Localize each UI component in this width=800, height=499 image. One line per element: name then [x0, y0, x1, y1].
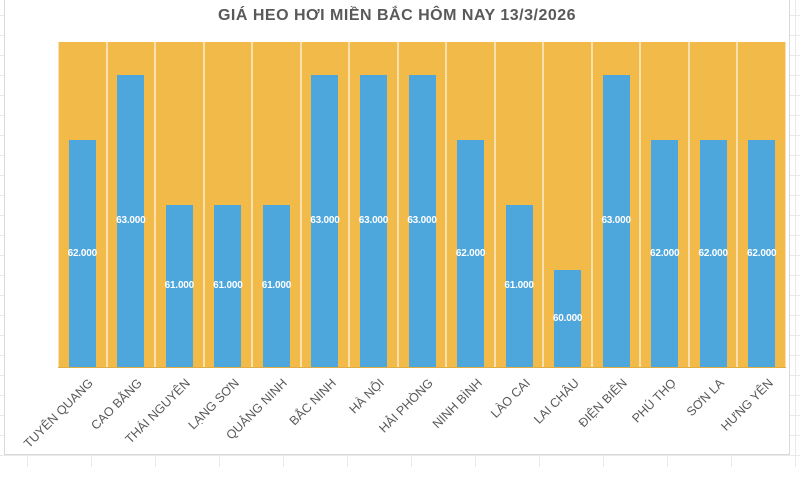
bar-value-label: 61.000: [504, 280, 534, 292]
bar: 61.000: [213, 204, 243, 367]
x-axis: TUYÊN QUANG CAO BẰNG THÁI NGUYÊN LẠNG SƠN QU…: [21, 367, 786, 455]
bar-value-label: 62.000: [455, 247, 486, 259]
bar: 61.000: [504, 204, 534, 367]
category-separator-line: [58, 42, 59, 367]
bar: 62.000: [747, 139, 777, 367]
spreadsheet-background: GIÁ HEO HƠI MIỀN BẮC HÔM NAY 13/3/2026 6…: [0, 0, 800, 467]
bar-value-label: 63.000: [407, 215, 437, 227]
bar: 61.000: [261, 204, 292, 367]
plot-area: 62.000 63.000 61.000 61.000 61.000 63.000 63.0…: [58, 42, 786, 368]
bar-value-label: 62.000: [747, 247, 777, 259]
category-separator-line: [396, 42, 399, 367]
bar-value-label: 63.000: [601, 215, 631, 227]
chart-title: GIÁ HEO HƠI MIỀN BẮC HÔM NAY 13/3/2026: [217, 7, 577, 24]
bar-value-label: 60.000: [552, 312, 583, 324]
bar-value-label: 62.000: [649, 247, 680, 259]
category-separator-line: [785, 42, 786, 367]
category-separator-line: [736, 42, 739, 367]
category-separator-line: [202, 42, 205, 367]
bar: 63.000: [601, 74, 631, 367]
bar: 63.000: [358, 74, 389, 367]
bar: 62.000: [67, 139, 98, 367]
category-separator-line: [299, 42, 302, 367]
category-separator-line: [154, 42, 157, 367]
bar: 61.000: [164, 204, 195, 367]
bar-value-label: 61.000: [164, 280, 195, 292]
bar-value-label: 62.000: [698, 247, 729, 259]
bar-value-label: 63.000: [116, 215, 146, 227]
bar-value-label: 61.000: [261, 280, 292, 292]
category-separator-line: [493, 42, 496, 367]
bar: 62.000: [698, 139, 729, 367]
category-separator-line: [687, 42, 690, 367]
category-separator-line: [105, 42, 108, 367]
bar-value-label: 62.000: [67, 247, 98, 259]
category-separator-line: [639, 42, 642, 367]
category-separator-line: [445, 42, 448, 367]
bar-value-label: 63.000: [310, 215, 340, 227]
bar: 60.000: [552, 269, 583, 367]
category-separator-line: [590, 42, 593, 367]
chart-area: GIÁ HEO HƠI MIỀN BẮC HÔM NAY 13/3/2026 6…: [4, 0, 790, 455]
bar-value-label: 61.000: [213, 280, 243, 292]
category-separator-line: [251, 42, 254, 367]
bar: 62.000: [455, 139, 486, 367]
bar: 62.000: [649, 139, 680, 367]
category-separator-line: [542, 42, 545, 367]
bar: 63.000: [407, 74, 437, 367]
bar: 63.000: [310, 74, 340, 367]
bar-value-label: 63.000: [358, 215, 389, 227]
bar: 63.000: [116, 74, 146, 367]
category-separator-line: [348, 42, 351, 367]
